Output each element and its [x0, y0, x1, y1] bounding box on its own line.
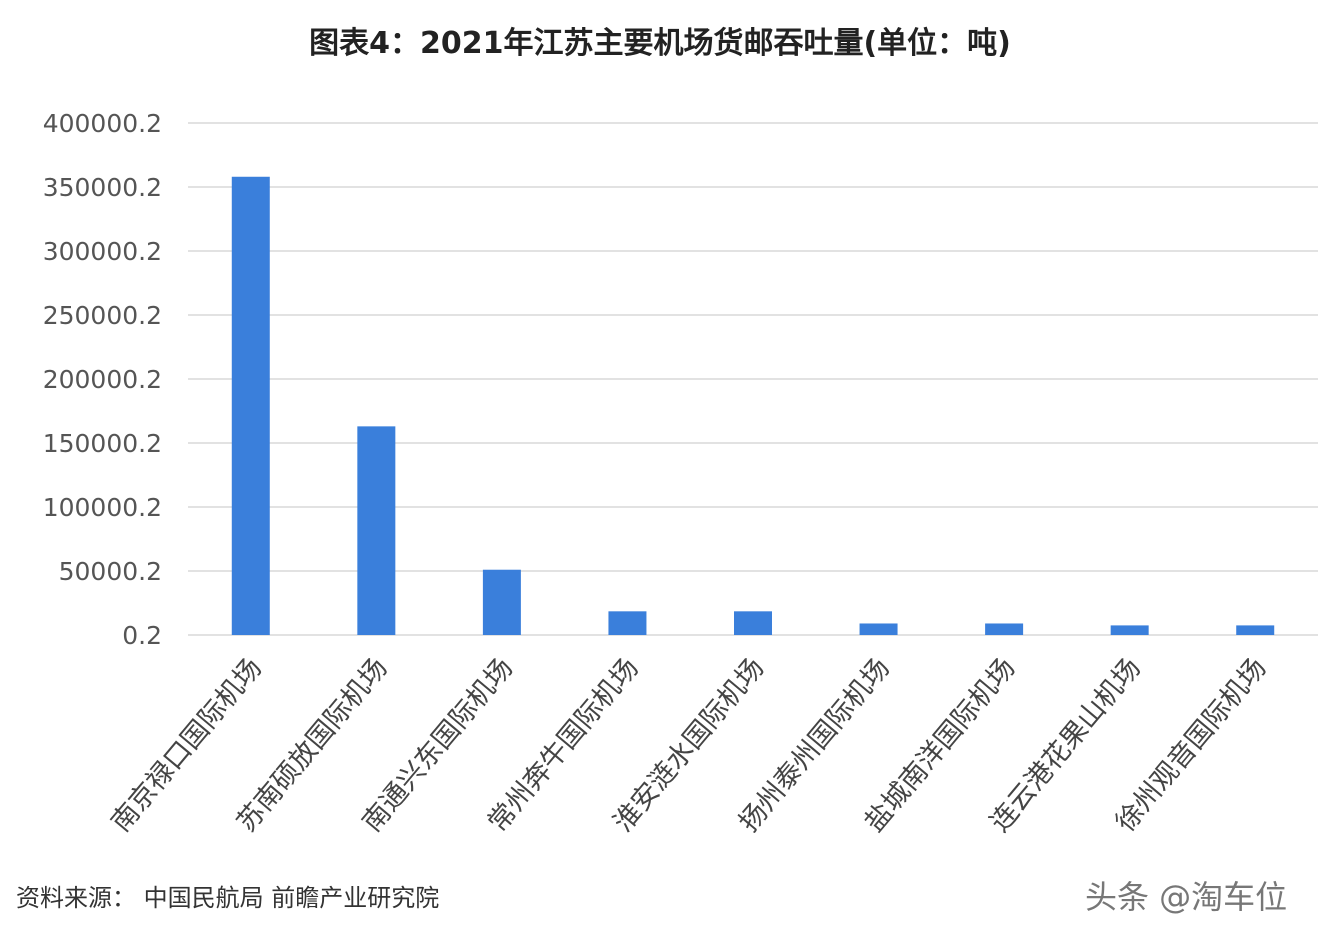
y-tick-label: 250000.2 [43, 301, 162, 330]
y-tick-label: 150000.2 [43, 429, 162, 458]
watermark-text: 头条 @淘车位 [1085, 878, 1288, 916]
y-tick-label: 50000.2 [59, 557, 162, 586]
source-note: 资料来源： 中国民航局 前瞻产业研究院 [16, 884, 440, 912]
bar [482, 569, 521, 635]
y-tick-label: 300000.2 [43, 237, 162, 266]
bar [734, 611, 772, 635]
y-tick-label: 100000.2 [43, 493, 162, 522]
bars [231, 176, 1275, 635]
x-axis-labels: 南京禄口国际机场苏南硕放国际机场南通兴东国际机场常州奔牛国际机场淮安涟水国际机场… [106, 653, 1273, 838]
chart-title: 图表4：2021年江苏主要机场货邮吞吐量(单位：吨) [309, 26, 1011, 61]
y-tick-label: 350000.2 [43, 173, 162, 202]
bar [231, 176, 270, 635]
y-tick-label: 0.2 [122, 621, 162, 650]
bar [985, 623, 1024, 635]
y-tick-label: 200000.2 [43, 365, 162, 394]
bar [1236, 625, 1275, 635]
bar [859, 623, 898, 635]
bar [1110, 625, 1149, 635]
y-axis-ticks: 400000.2 350000.2 300000.2 250000.2 200000.2… [43, 109, 162, 650]
bar [357, 426, 396, 635]
bar-chart: 400000.2 350000.2 300000.2 250000.2 200000.2… [43, 109, 1318, 838]
bar [608, 611, 647, 635]
y-tick-label: 400000.2 [43, 109, 162, 138]
